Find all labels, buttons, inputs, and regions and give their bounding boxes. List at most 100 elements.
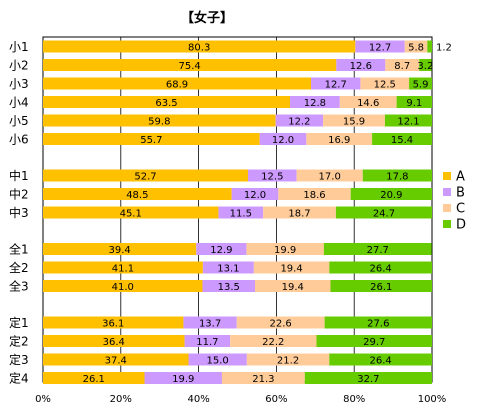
category-label: 小4 <box>9 96 29 110</box>
data-label: 1.2 <box>436 42 452 53</box>
legend-label: D <box>456 218 466 233</box>
data-label: 13.5 <box>218 282 240 293</box>
bar-segment-C <box>263 206 336 219</box>
bar-segment-B <box>275 114 324 127</box>
data-label: 19.4 <box>282 282 304 293</box>
data-label: 41.0 <box>112 282 134 293</box>
bar-segment-B <box>290 96 340 108</box>
bar-segment-D <box>384 114 432 127</box>
data-label: 80.3 <box>188 42 210 53</box>
bars: 80.3 12.7 5.8 1.2 75.4 12.6 8.7 3.2 68.9 12.7 12.5… <box>43 40 452 385</box>
category-label: 小6 <box>9 133 29 147</box>
bar-segment-D <box>362 169 432 182</box>
data-label: 26.1 <box>370 282 392 293</box>
data-label: 3.2 <box>417 61 433 72</box>
legend-swatch <box>443 220 451 228</box>
bar-segment-B <box>259 133 307 145</box>
category-label: 全2 <box>9 260 29 275</box>
bar-segment-A <box>43 353 189 366</box>
data-label: 68.9 <box>166 79 188 90</box>
bar-segment-C <box>253 261 330 274</box>
bar-segment-A <box>43 280 203 292</box>
bar-segment-D <box>324 316 432 329</box>
category-label: 中3 <box>9 205 29 220</box>
category-label: 小2 <box>9 59 29 73</box>
data-label: 13.7 <box>199 318 221 329</box>
bar-segment-C <box>323 114 385 127</box>
category-label: 中2 <box>9 187 29 202</box>
category-label: 小1 <box>9 40 29 54</box>
data-label: 12.0 <box>272 135 294 146</box>
data-label: 12.5 <box>261 171 283 182</box>
legend-swatch <box>443 172 451 180</box>
bar-segment-B <box>336 59 386 71</box>
bar-segment-A <box>43 40 356 53</box>
x-tick-label: 40% <box>187 394 209 405</box>
data-label: 22.6 <box>270 318 292 329</box>
bar-segment-A <box>43 372 145 384</box>
bar-segment-D <box>335 206 432 219</box>
bar-segment-A <box>43 59 337 71</box>
data-label: 12.6 <box>350 61 372 72</box>
bar-segment-B <box>355 40 405 53</box>
data-label: 11.7 <box>196 337 218 348</box>
bar-segment-B <box>202 261 254 274</box>
x-tick-label: 100% <box>418 394 447 405</box>
chart-title: 【女子】 <box>181 10 233 26</box>
bar-segment-A <box>43 133 260 145</box>
category-label: 中1 <box>9 168 29 183</box>
bar-segment-A <box>43 206 219 219</box>
data-label: 19.4 <box>280 263 302 274</box>
bar-segment-C <box>246 243 324 255</box>
data-label: 63.5 <box>155 98 177 109</box>
category-label: 小3 <box>9 77 29 91</box>
bar-segment-B <box>144 372 222 384</box>
data-label: 8.7 <box>394 61 410 72</box>
data-label: 75.4 <box>179 61 201 72</box>
bar-segment-A <box>43 96 291 108</box>
bar-segment-C <box>339 96 397 108</box>
bar-segment-A <box>43 243 197 255</box>
data-label: 21.2 <box>277 355 299 366</box>
data-label: 26.4 <box>370 263 392 274</box>
data-label: 24.7 <box>373 208 395 219</box>
data-label: 41.1 <box>112 263 134 274</box>
bar-segment-D <box>304 372 432 384</box>
bar-segment-A <box>43 261 203 274</box>
legend-swatch <box>443 204 451 212</box>
category-label: 定2 <box>9 334 29 349</box>
bar-segment-B <box>311 77 361 90</box>
bar-segment-B <box>184 335 231 347</box>
data-label: 36.4 <box>103 337 125 348</box>
data-label: 16.9 <box>328 135 350 146</box>
data-label: 12.9 <box>210 245 232 256</box>
data-label: 5.8 <box>408 42 424 53</box>
bar-segment-C <box>255 280 331 292</box>
data-label: 12.7 <box>325 79 347 90</box>
bar-segment-A <box>43 188 232 200</box>
data-label: 19.9 <box>274 245 296 256</box>
bar-segment-A <box>43 169 249 182</box>
data-label: 26.1 <box>83 374 105 385</box>
category-label: 全3 <box>9 279 29 294</box>
data-label: 59.8 <box>148 116 170 127</box>
data-label: 14.6 <box>357 98 379 109</box>
data-label: 9.1 <box>406 98 422 109</box>
bar-segment-C <box>278 188 351 200</box>
data-label: 18.6 <box>303 190 325 201</box>
x-tick-label: 0% <box>35 394 51 405</box>
data-label: 20.9 <box>380 190 402 201</box>
category-label: 定1 <box>9 315 29 330</box>
data-label: 48.5 <box>126 190 148 201</box>
bar-segment-C <box>236 316 325 329</box>
bar-segment-C <box>221 372 305 384</box>
bar-segment-A <box>43 335 185 347</box>
data-label: 5.9 <box>413 79 429 90</box>
bar-segment-B <box>202 280 256 292</box>
data-label: 27.6 <box>367 318 389 329</box>
bar-segment-D <box>329 353 432 366</box>
data-label: 32.7 <box>357 374 379 385</box>
bar-segment-D <box>419 59 432 71</box>
